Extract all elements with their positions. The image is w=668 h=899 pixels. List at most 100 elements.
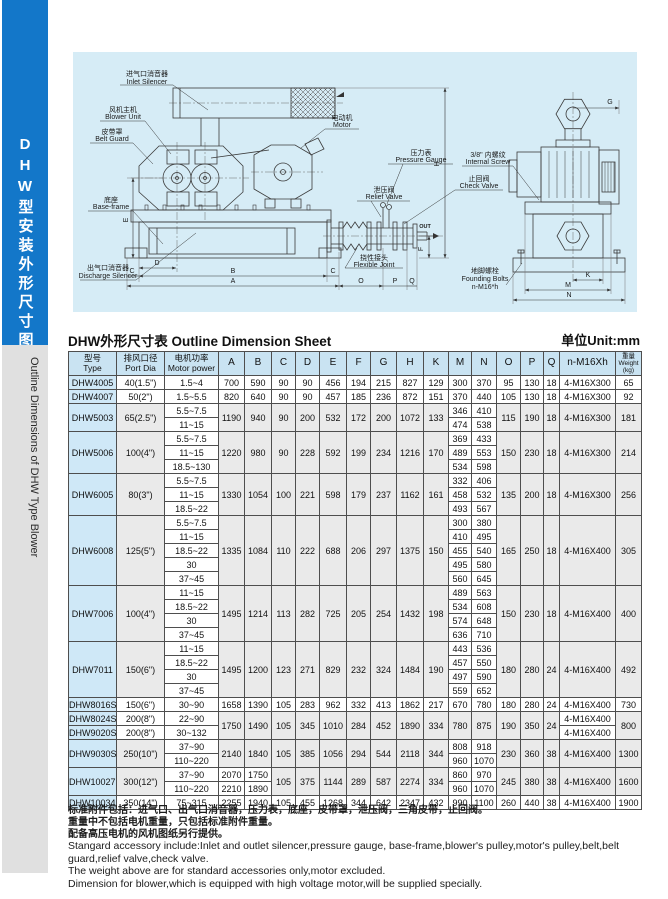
- internal-screw-label-cn: 3/8" 内螺纹: [470, 150, 505, 159]
- cell-K: 334: [423, 711, 449, 741]
- discharge-silencer-label-en: Discharge Silencer: [79, 273, 138, 280]
- cell-power: 18.5~130: [164, 459, 219, 475]
- unit-label: 单位Unit:mm: [561, 333, 640, 348]
- cell-B: 590: [244, 375, 272, 391]
- column-header: 电机功率 Motor power: [164, 350, 219, 377]
- cell-weight: 214: [615, 431, 642, 475]
- cell-power: 11~15: [164, 487, 219, 503]
- cell-O: 150: [496, 431, 521, 475]
- cell-B: 1840: [244, 739, 272, 769]
- cell-A: 1495: [218, 641, 245, 699]
- cell-power: 37~45: [164, 627, 219, 643]
- base-frame-label-en: Base-frame: [93, 204, 129, 211]
- cell-M: 960: [448, 781, 472, 797]
- cell-power: 5.5~7.5: [164, 403, 219, 419]
- base-frame-label-cn: 底座: [104, 195, 118, 204]
- cell-port: 250(10"): [116, 739, 165, 769]
- cell-K: 190: [423, 641, 449, 699]
- cell-power: 37~45: [164, 683, 219, 699]
- cell-weight: 800: [615, 711, 642, 741]
- sidebar-gray-band: Outline Dimensions of DHW Type Blower: [2, 345, 48, 873]
- blower-unit-label-cn: 风机主机: [109, 105, 137, 114]
- check-valve-shape: [392, 221, 398, 251]
- cell-E: 1144: [319, 767, 347, 797]
- column-header: F: [346, 350, 371, 377]
- cell-A: 2070: [218, 767, 245, 783]
- cell-Q: 18: [543, 403, 560, 433]
- cell-weight: 1900: [615, 795, 642, 811]
- cell-K: 198: [423, 585, 449, 643]
- cell-weight: 92: [615, 389, 642, 405]
- cell-H: 1216: [396, 431, 424, 475]
- blower-unit-label-en: Blower Unit: [105, 114, 141, 121]
- cell-Q: 18: [543, 515, 560, 587]
- cell-E: 457: [319, 389, 347, 405]
- cell-O: 115: [496, 403, 521, 433]
- cell-M: 443: [448, 641, 472, 657]
- cell-power: 5.5~7.5: [164, 431, 219, 447]
- table-row: DHW8024S 200(8") 22~90 1750 1490 105 345 1010 28…: [68, 711, 642, 741]
- table-row: 30 574 648: [69, 613, 642, 629]
- cell-M: 493: [448, 501, 472, 517]
- flexible-joint-shape: [342, 221, 368, 229]
- dim-P: P: [393, 278, 398, 285]
- out-label: OUT: [419, 224, 431, 230]
- internal-screw-label-en: Internal Screw: [466, 159, 512, 166]
- cell-C: 123: [271, 641, 296, 699]
- column-header: M: [448, 350, 472, 377]
- cell-D: 385: [295, 739, 320, 769]
- cell-K: 170: [423, 431, 449, 475]
- cell-D: 90: [295, 389, 320, 405]
- cell-K: 150: [423, 515, 449, 587]
- discharge-silencer-shape: [148, 227, 296, 255]
- check-valve-label-cn: 止回阀: [469, 174, 490, 183]
- cell-F: 199: [346, 431, 371, 475]
- relief-valve-shape: [380, 202, 386, 208]
- cell-G: 254: [370, 585, 397, 643]
- cell-weight: 400: [615, 585, 642, 643]
- cell-F: 172: [346, 403, 371, 433]
- cell-power: 37~90: [164, 739, 219, 755]
- cell-E: 598: [319, 473, 347, 517]
- belt-guard-label-cn: 皮带罩: [102, 127, 123, 136]
- cell-G: 236: [370, 389, 397, 405]
- cell-H: 1162: [396, 473, 424, 517]
- cell-weight: 305: [615, 515, 642, 587]
- cell-M: 636: [448, 627, 472, 643]
- column-header: 型号 Type: [68, 350, 117, 377]
- cell-H: 827: [396, 375, 424, 391]
- cell-N: 567: [471, 501, 497, 517]
- cell-bolts: 4-M16X400: [559, 585, 616, 643]
- cell-model: DHW5003: [68, 403, 117, 433]
- table-row: DHW4005 40(1.5") 1.5~4 700 590 90 90 456 194 215 8…: [68, 375, 642, 391]
- cell-P: 200: [520, 473, 544, 517]
- cell-B: 940: [244, 403, 272, 433]
- cell-B: 1750: [244, 767, 272, 783]
- note-line: Stangard accessory include:Inlet and out…: [68, 840, 620, 865]
- cell-N: 380: [471, 515, 497, 531]
- dim-Q: Q: [409, 278, 415, 285]
- cell-power: 1.5~5.5: [164, 389, 219, 405]
- cell-M: 369: [448, 431, 472, 447]
- cell-N: 875: [471, 711, 497, 741]
- cell-A: 2210: [218, 781, 245, 797]
- cell-B: 980: [244, 431, 272, 475]
- sidebar-title-cn: DHW型安装外形尺寸图: [16, 136, 34, 351]
- column-header: 排风口径 Port Dia: [116, 350, 165, 377]
- founding-base-plate-shape: [512, 257, 626, 273]
- cell-M: 332: [448, 473, 472, 489]
- note-line: 重量中不包括电机重量，只包括标准附件重量。: [68, 816, 278, 828]
- cell-N: 780: [471, 697, 497, 713]
- cell-Q: 18: [543, 585, 560, 643]
- cell-E: 688: [319, 515, 347, 587]
- cell-P: 380: [520, 767, 544, 797]
- cell-N: 532: [471, 487, 497, 503]
- cell-F: 289: [346, 767, 371, 797]
- relief-valve-label-cn: 泄压阀: [374, 185, 395, 194]
- cell-B: 1390: [244, 697, 272, 713]
- cell-N: 970: [471, 767, 497, 783]
- cell-A: 2255: [218, 795, 245, 811]
- cell-weight: 1600: [615, 767, 642, 797]
- cell-D: 375: [295, 767, 320, 797]
